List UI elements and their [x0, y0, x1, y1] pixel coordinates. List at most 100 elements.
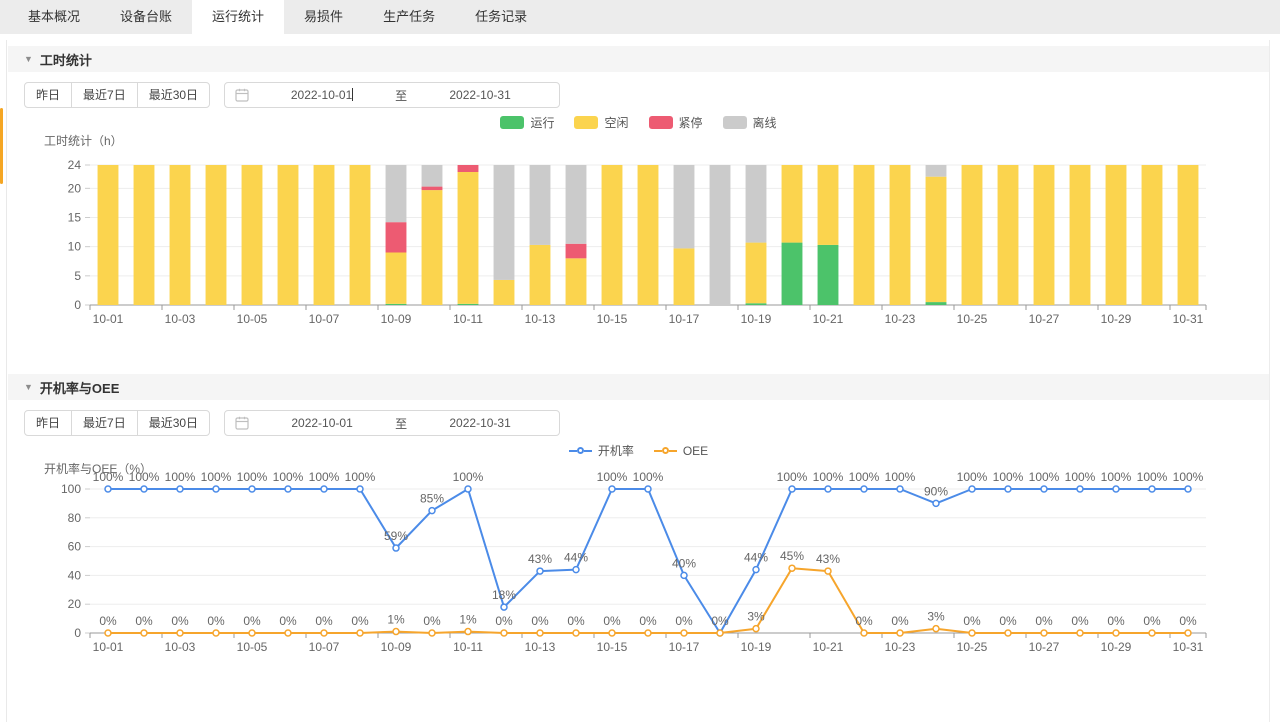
data-point-开机率-10-15[interactable]: [608, 485, 616, 493]
bar-segment-空闲-10-19[interactable]: [745, 242, 767, 304]
bar-segment-离线-10-24[interactable]: [925, 165, 947, 177]
date-range-picker[interactable]: 2022-10-01 至 2022-10-31: [224, 410, 561, 436]
start-date-input[interactable]: 2022-10-01: [253, 88, 391, 102]
data-point-开机率-10-20[interactable]: [788, 485, 796, 493]
bar-segment-离线-10-13[interactable]: [529, 165, 551, 245]
data-point-OEE-10-07[interactable]: [320, 629, 328, 637]
data-point-开机率-10-08[interactable]: [356, 485, 364, 493]
tab-operation-statistics[interactable]: 运行统计: [192, 0, 285, 34]
bar-segment-空闲-10-29[interactable]: [1105, 165, 1127, 305]
bar-segment-运行-10-09[interactable]: [385, 303, 407, 305]
data-point-OEE-10-21[interactable]: [824, 567, 832, 575]
data-point-OEE-10-15[interactable]: [608, 629, 616, 637]
data-point-开机率-10-16[interactable]: [644, 485, 652, 493]
bar-segment-空闲-10-06[interactable]: [277, 165, 299, 305]
data-point-OEE-10-24[interactable]: [932, 624, 940, 633]
data-point-开机率-10-26[interactable]: [1004, 485, 1012, 493]
data-point-OEE-10-30[interactable]: [1148, 629, 1156, 637]
bar-segment-离线-10-09[interactable]: [385, 165, 407, 223]
bar-segment-空闲-10-20[interactable]: [781, 165, 803, 243]
data-point-OEE-10-04[interactable]: [212, 629, 220, 637]
bar-segment-空闲-10-11[interactable]: [457, 172, 479, 304]
data-point-开机率-10-03[interactable]: [176, 485, 184, 493]
data-point-OEE-10-18[interactable]: [716, 629, 724, 637]
data-point-开机率-10-05[interactable]: [248, 485, 256, 493]
data-point-开机率-10-10[interactable]: [428, 506, 436, 515]
data-point-OEE-10-14[interactable]: [572, 629, 580, 637]
bar-segment-空闲-10-04[interactable]: [205, 165, 227, 305]
bar-segment-空闲-10-21[interactable]: [817, 165, 839, 245]
section-header-oee[interactable]: ▼ 开机率与OEE: [8, 374, 1269, 400]
data-point-开机率-10-17[interactable]: [680, 571, 688, 580]
data-point-OEE-10-22[interactable]: [860, 629, 868, 637]
bar-segment-运行-10-21[interactable]: [817, 244, 839, 305]
bar-segment-空闲-10-03[interactable]: [169, 165, 191, 305]
data-point-开机率-10-14[interactable]: [572, 565, 580, 574]
bar-segment-空闲-10-28[interactable]: [1069, 165, 1091, 305]
bar-segment-离线-10-17[interactable]: [673, 165, 695, 249]
bar-segment-空闲-10-27[interactable]: [1033, 165, 1055, 305]
bar-segment-空闲-10-26[interactable]: [997, 165, 1019, 305]
data-point-OEE-10-08[interactable]: [356, 629, 364, 637]
bar-segment-空闲-10-30[interactable]: [1141, 165, 1163, 305]
data-point-OEE-10-05[interactable]: [248, 629, 256, 637]
data-point-OEE-10-31[interactable]: [1184, 629, 1192, 637]
bar-segment-空闲-10-14[interactable]: [565, 258, 587, 305]
bar-segment-运行-10-11[interactable]: [457, 303, 479, 305]
bar-segment-空闲-10-05[interactable]: [241, 165, 263, 305]
data-point-开机率-10-04[interactable]: [212, 485, 220, 493]
bar-segment-空闲-10-16[interactable]: [637, 165, 659, 305]
data-point-OEE-10-26[interactable]: [1004, 629, 1012, 637]
legend-item-idle[interactable]: 空闲: [574, 114, 629, 131]
bar-segment-空闲-10-08[interactable]: [349, 165, 371, 305]
last7days-button[interactable]: 最近7日: [71, 82, 138, 108]
tab-basic-overview[interactable]: 基本概况: [28, 9, 81, 24]
bar-segment-空闲-10-25[interactable]: [961, 165, 983, 305]
start-date-input[interactable]: 2022-10-01: [291, 416, 353, 430]
bar-segment-空闲-10-13[interactable]: [529, 244, 551, 305]
data-point-开机率-10-21[interactable]: [824, 485, 832, 493]
data-point-OEE-10-01[interactable]: [104, 629, 112, 637]
legend-item-running[interactable]: 运行: [500, 114, 554, 131]
bar-segment-空闲-10-15[interactable]: [601, 165, 623, 305]
bar-segment-空闲-10-24[interactable]: [925, 176, 947, 303]
tab-equipment-ledger[interactable]: 设备台账: [120, 9, 173, 24]
bar-segment-离线-10-10[interactable]: [421, 165, 443, 187]
date-range-picker[interactable]: 2022-10-01 至 2022-10-31: [224, 82, 561, 108]
bar-segment-离线-10-18[interactable]: [709, 165, 731, 305]
data-point-开机率-10-22[interactable]: [860, 485, 868, 493]
data-point-OEE-10-10[interactable]: [428, 629, 436, 637]
bar-segment-紧停-10-10[interactable]: [421, 186, 443, 191]
data-point-开机率-10-19[interactable]: [752, 565, 760, 574]
yesterday-button[interactable]: 昨日: [24, 410, 73, 436]
data-point-开机率-10-06[interactable]: [284, 485, 292, 493]
bar-segment-离线-10-12[interactable]: [493, 165, 515, 280]
data-point-开机率-10-27[interactable]: [1040, 485, 1048, 493]
data-point-开机率-10-01[interactable]: [104, 485, 112, 493]
bar-segment-运行-10-19[interactable]: [745, 303, 767, 305]
bar-segment-空闲-10-23[interactable]: [889, 165, 911, 305]
data-point-开机率-10-31[interactable]: [1184, 485, 1192, 493]
end-date-input[interactable]: 2022-10-31: [449, 88, 511, 102]
bar-segment-空闲-10-12[interactable]: [493, 279, 515, 305]
end-date-input[interactable]: 2022-10-31: [449, 416, 511, 430]
data-point-OEE-10-09[interactable]: [392, 627, 400, 636]
data-point-开机率-10-09[interactable]: [392, 544, 400, 552]
bar-segment-运行-10-24[interactable]: [925, 302, 947, 305]
bar-segment-离线-10-14[interactable]: [565, 165, 587, 244]
bar-segment-空闲-10-31[interactable]: [1177, 165, 1199, 305]
yesterday-button[interactable]: 昨日: [24, 82, 73, 108]
data-point-开机率-10-28[interactable]: [1076, 485, 1084, 493]
bar-segment-空闲-10-02[interactable]: [133, 165, 155, 305]
tab-task-records[interactable]: 任务记录: [475, 9, 528, 24]
bar-segment-运行-10-20[interactable]: [781, 242, 803, 305]
last30days-button[interactable]: 最近30日: [136, 82, 211, 108]
bar-segment-空闲-10-22[interactable]: [853, 165, 875, 305]
data-point-OEE-10-29[interactable]: [1112, 629, 1120, 637]
data-point-OEE-10-16[interactable]: [644, 629, 652, 637]
data-point-OEE-10-06[interactable]: [284, 629, 292, 637]
legend-item-power-on-rate[interactable]: 开机率: [568, 442, 634, 459]
data-point-开机率-10-12[interactable]: [500, 603, 508, 611]
data-point-OEE-10-28[interactable]: [1076, 629, 1084, 637]
last30days-button[interactable]: 最近30日: [136, 410, 211, 436]
